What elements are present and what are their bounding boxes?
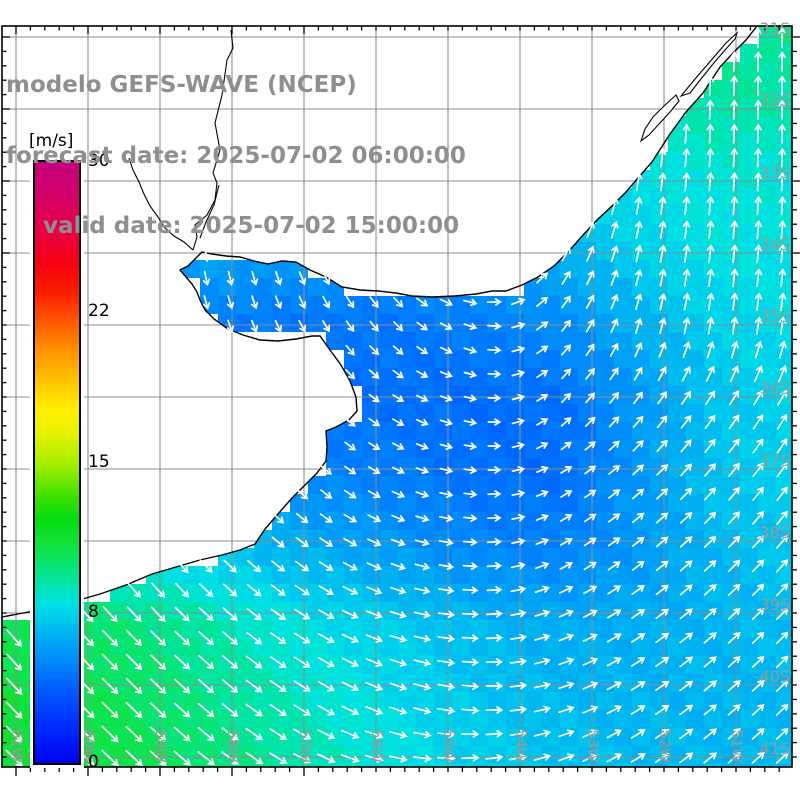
lon-label: 54W (512, 729, 530, 763)
lon-label: 57W (296, 729, 314, 763)
lon-label: 51W (728, 729, 746, 763)
lon-label: 55W (440, 729, 458, 763)
lat-label: 37S (759, 451, 790, 470)
direction-arrows-layer (5, 26, 789, 767)
lat-label: 34S (759, 235, 790, 254)
lat-label: 40S (759, 667, 790, 686)
lat-label: 31S (759, 19, 790, 38)
colorbar-tick-label: 22 (88, 301, 110, 322)
lon-label: 53W (584, 729, 602, 763)
lon-label: 61W (8, 729, 26, 763)
lat-label: 36S (759, 379, 790, 398)
lon-label: 52W (656, 729, 674, 763)
lon-label: 60W (80, 729, 98, 763)
colorbar-unit-label: [m/s] (29, 131, 74, 151)
lat-label: 38S (759, 523, 790, 542)
lat-label: 33S (759, 163, 790, 182)
coastline-layer (1, 25, 758, 618)
axes-frame-layer (1, 25, 800, 776)
colorbar (33, 160, 81, 765)
lat-label: 35S (759, 307, 790, 326)
axes-labels-layer: 31S 32S 33S 34S 35S 36S 37S 38S 39S 40S 41S 61W 60W 5… (8, 19, 790, 763)
lon-label: 59W (152, 729, 170, 763)
colorbar-tick-label: 0 (88, 752, 99, 772)
lat-label: 41S (759, 739, 790, 758)
lat-label: 32S (759, 91, 790, 110)
colorbar-tick-label: 15 (88, 451, 110, 472)
colorbar-tick-label: 8 (88, 601, 99, 622)
colorbar-tick-label: 30 (88, 151, 110, 171)
speed-cells-layer (2, 26, 792, 767)
lat-label: 39S (759, 595, 790, 614)
lon-label: 56W (368, 729, 386, 763)
lon-label: 58W (224, 729, 242, 763)
